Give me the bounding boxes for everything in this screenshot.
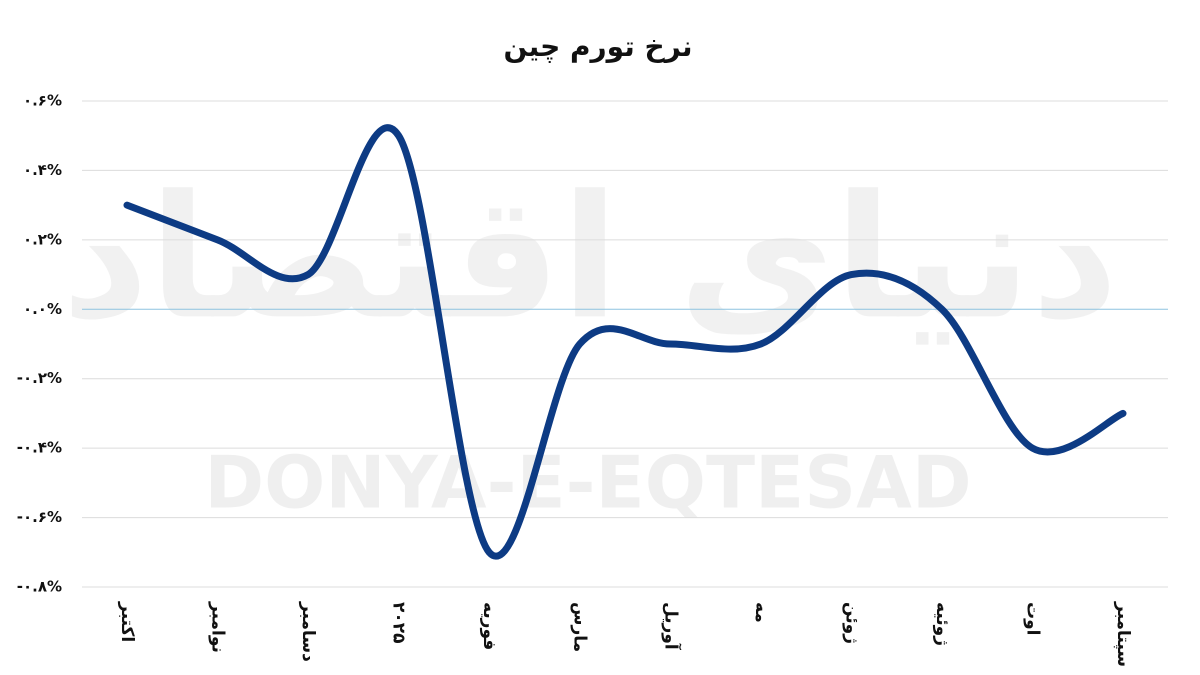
x-tick-label: مارس	[570, 602, 590, 652]
x-tick-label: ۲۰۲۵	[389, 602, 409, 644]
line	[123, 124, 1127, 560]
y-tick-label: -۰.۶%	[17, 508, 62, 526]
y-tick-label: ۰.۴%	[23, 161, 62, 179]
chart-title: نرخ تورم چین	[503, 30, 692, 63]
y-tick-label: -۰.۸%	[17, 578, 62, 596]
x-tick-label: دسامبر	[298, 601, 318, 662]
x-tick-label: اوت	[1022, 602, 1042, 635]
watermark: دنیای اقتصاد	[62, 159, 1119, 357]
y-tick-label: ۰.۲%	[23, 230, 62, 248]
y-tick-label: ۰.۶%	[23, 92, 62, 110]
y-tick-label: ۰.۰%	[23, 300, 62, 318]
x-tick-label: آوریل	[660, 602, 682, 651]
y-tick-label: -۰.۴%	[17, 439, 62, 457]
x-tick-label: ژوئیه	[932, 602, 952, 646]
x-tick-label: ژوئن	[841, 602, 861, 644]
x-tick-label: مه	[751, 602, 771, 623]
x-tick-label: سپتامبر	[1113, 601, 1133, 667]
x-tick-label: نوامبر	[208, 601, 228, 653]
y-tick-label: -۰.۲%	[17, 369, 62, 387]
x-tick-label: اکتبر	[117, 601, 137, 642]
x-tick-label: فوریه	[479, 602, 499, 650]
watermark: DONYA-E-EQTESAD	[204, 441, 971, 525]
